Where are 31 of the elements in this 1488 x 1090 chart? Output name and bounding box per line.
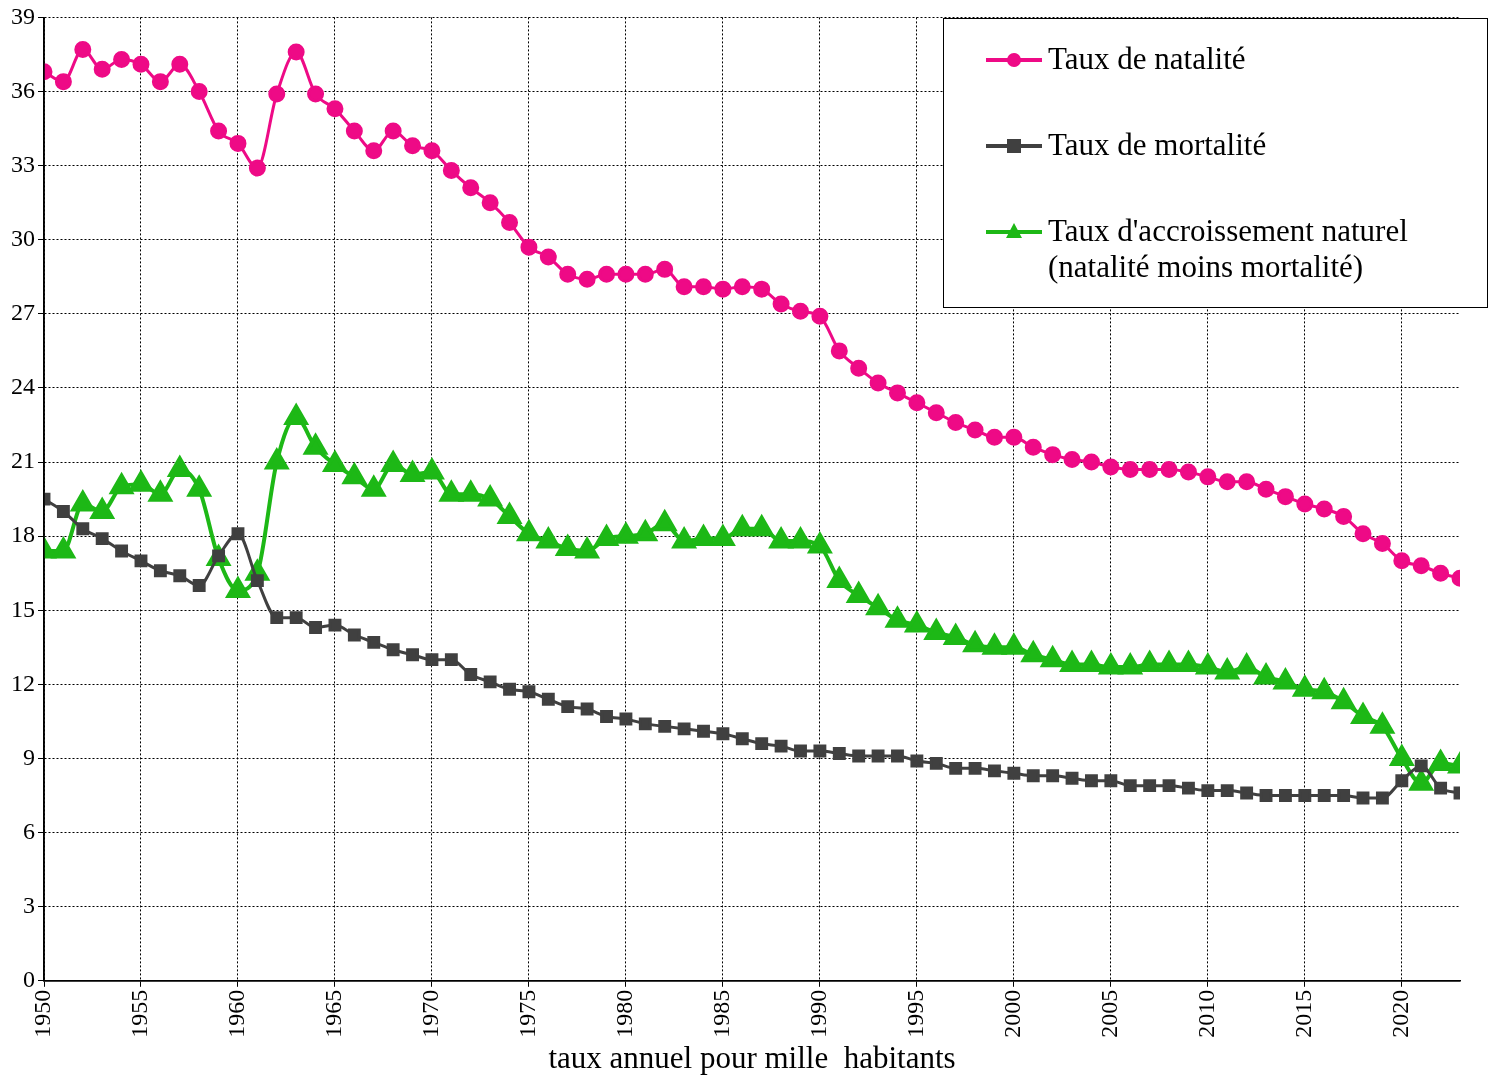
x-tick-label: 2015	[1290, 989, 1317, 1038]
y-tick-label: 27	[11, 299, 35, 326]
x-tick-label: 2000	[999, 989, 1026, 1038]
y-tick-label: 3	[23, 891, 35, 918]
y-tick-label: 30	[11, 225, 35, 252]
x-tick-label: 1980	[611, 989, 638, 1038]
y-tick-label: 15	[11, 595, 35, 622]
y-tick-label: 9	[23, 743, 35, 770]
x-tick-label: 1995	[902, 989, 929, 1038]
y-tick-label: 39	[11, 2, 35, 29]
y-tick-label: 21	[11, 447, 35, 474]
x-tick-label: 2010	[1193, 989, 1220, 1038]
y-tick-label: 12	[11, 669, 35, 696]
legend-label: Taux de mortalité	[1048, 127, 1267, 163]
y-tick-label: 6	[23, 817, 35, 844]
y-tick-label: 18	[11, 521, 35, 548]
y-tick-label: 36	[11, 76, 35, 103]
x-tick-label: 2020	[1387, 989, 1414, 1038]
x-tick-label: 1990	[805, 989, 832, 1038]
legend-label: Taux de natalité	[1048, 41, 1246, 77]
y-tick-label: 24	[11, 373, 35, 400]
x-tick-label: 1970	[417, 989, 444, 1038]
x-tick-label: 1965	[320, 989, 347, 1038]
x-tick-label: 1960	[223, 989, 250, 1038]
x-tick-label: 1975	[514, 989, 541, 1038]
x-tick-label: 1985	[708, 989, 735, 1038]
legend-label: Taux d'accroissement naturel (natalité moins mortalité)	[1048, 213, 1409, 285]
x-tick-label: 1955	[126, 989, 153, 1038]
y-tick-label: 33	[11, 150, 35, 177]
x-axis-title: taux annuel pour mille habitants	[548, 1039, 956, 1075]
x-tick-label: 2005	[1096, 989, 1123, 1038]
